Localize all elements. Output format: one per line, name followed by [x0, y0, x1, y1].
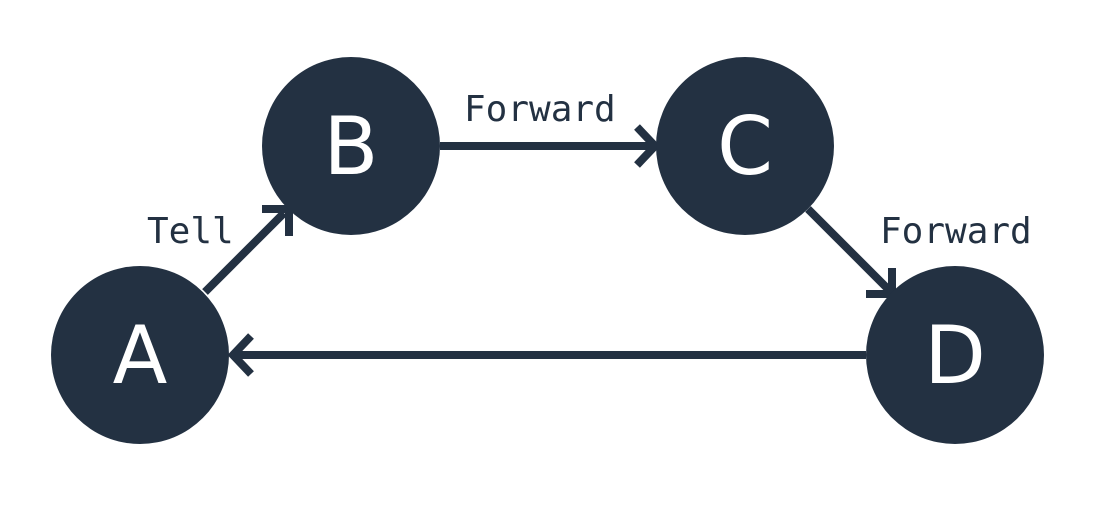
node-d-label: D: [924, 309, 986, 402]
node-d-circle: [866, 266, 1044, 444]
node-c-label: C: [717, 100, 773, 193]
node-c: C: [656, 57, 834, 235]
edge-label-forward-right: Forward: [880, 211, 1032, 252]
edge-b-to-c: [440, 124, 661, 168]
edge-c-to-d-line: [805, 206, 893, 294]
node-d: D: [866, 266, 1044, 444]
edge-d-to-a: [227, 333, 866, 377]
edge-b-to-c-arrowhead: [634, 124, 661, 168]
node-b-circle: [262, 57, 440, 235]
edge-label-forward-top: Forward: [464, 89, 616, 130]
edge-a-to-b-line: [202, 210, 287, 295]
node-a-label: A: [113, 309, 168, 402]
node-a-circle: [51, 266, 229, 444]
node-b-label: B: [324, 100, 379, 193]
node-c-circle: [656, 57, 834, 235]
node-b: B: [262, 57, 440, 235]
node-a: A: [51, 266, 229, 444]
edge-d-to-a-arrowhead: [227, 333, 254, 377]
edge-label-tell: Tell: [147, 211, 234, 252]
